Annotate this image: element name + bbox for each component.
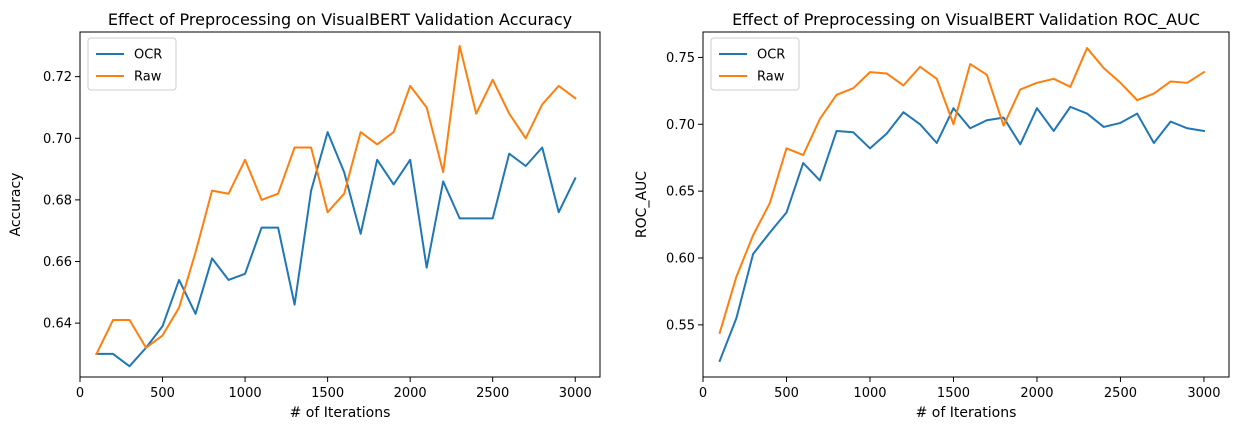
legend-label-ocr: OCR bbox=[134, 48, 162, 63]
series-line-raw bbox=[718, 47, 1206, 335]
chart-1: Effect of Preprocessing on VisualBERT Va… bbox=[8, 10, 601, 421]
x-tick-label: 3000 bbox=[559, 386, 592, 401]
x-tick-label: 1000 bbox=[229, 386, 262, 401]
series-line-ocr bbox=[718, 105, 1206, 363]
plot-frame bbox=[702, 31, 1230, 378]
chart-title: Effect of Preprocessing on VisualBERT Va… bbox=[732, 10, 1200, 30]
x-tick-label: 2500 bbox=[1104, 386, 1137, 401]
legend-label-raw: Raw bbox=[134, 70, 162, 85]
x-axis-label: # of Iterations bbox=[290, 405, 391, 421]
legend-label-ocr: OCR bbox=[757, 48, 785, 63]
y-tick-label: 0.65 bbox=[666, 185, 695, 200]
plot-frame bbox=[79, 31, 601, 378]
chart-2: Effect of Preprocessing on VisualBERT Va… bbox=[634, 10, 1230, 421]
x-tick-label: 500 bbox=[774, 386, 799, 401]
x-tick-label: 1500 bbox=[937, 386, 970, 401]
legend-label-raw: Raw bbox=[757, 70, 785, 85]
x-tick-label: 0 bbox=[699, 386, 707, 401]
x-tick-label: 0 bbox=[76, 386, 84, 401]
x-tick-label: 2000 bbox=[1020, 386, 1053, 401]
y-tick-label: 0.64 bbox=[43, 317, 72, 332]
y-tick-label: 0.70 bbox=[43, 132, 72, 147]
y-tick-label: 0.72 bbox=[43, 70, 72, 85]
x-tick-label: 1000 bbox=[853, 386, 886, 401]
series-line-ocr bbox=[95, 131, 577, 368]
x-axis-label: # of Iterations bbox=[916, 405, 1017, 421]
x-tick-label: 3000 bbox=[1187, 386, 1220, 401]
y-tick-label: 0.55 bbox=[666, 318, 695, 333]
legend-box bbox=[710, 37, 800, 91]
y-tick-label: 0.70 bbox=[666, 118, 695, 133]
x-tick-label: 2000 bbox=[394, 386, 427, 401]
legend-box bbox=[87, 37, 177, 91]
y-tick-label: 0.68 bbox=[43, 193, 72, 208]
y-axis-label: Accuracy bbox=[8, 173, 24, 237]
x-tick-label: 2500 bbox=[476, 386, 509, 401]
y-tick-label: 0.75 bbox=[666, 51, 695, 66]
series-line-raw bbox=[95, 44, 577, 356]
y-tick-label: 0.66 bbox=[43, 255, 72, 270]
x-tick-label: 500 bbox=[150, 386, 175, 401]
y-axis-label: ROC_AUC bbox=[634, 171, 650, 238]
x-tick-label: 1500 bbox=[311, 386, 344, 401]
chart-title: Effect of Preprocessing on VisualBERT Va… bbox=[108, 10, 572, 29]
y-tick-label: 0.60 bbox=[666, 251, 695, 266]
